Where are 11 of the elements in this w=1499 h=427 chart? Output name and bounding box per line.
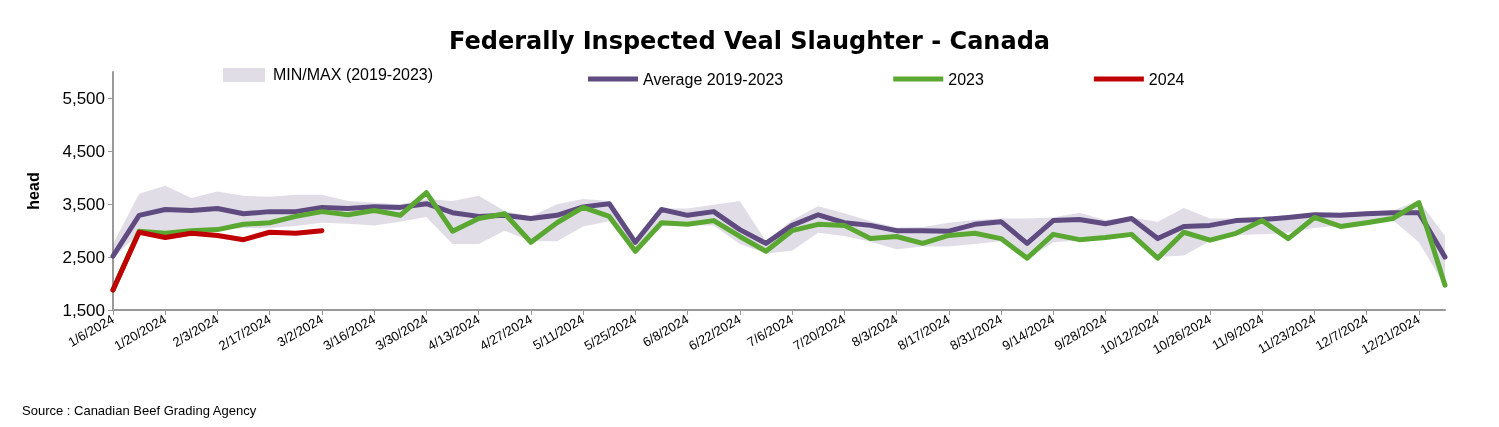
y-tick-label: 4,500 xyxy=(62,141,105,161)
y-tick-label: 3,500 xyxy=(62,194,105,214)
legend-label: 2024 xyxy=(1148,70,1185,88)
legend-label: 2023 xyxy=(948,70,984,88)
source-note: Source : Canadian Beef Grading Agency xyxy=(22,403,257,418)
annotation: MIN/MAX (2019-2023) xyxy=(273,66,434,84)
y-tick-label: 5,500 xyxy=(62,88,105,108)
legend-label: Average 2019-2023 xyxy=(643,70,784,88)
y-axis-title: head xyxy=(24,172,42,210)
y-tick-label: 2,500 xyxy=(62,247,105,267)
chart-title: Federally Inspected Veal Slaughter - Canada xyxy=(448,27,1051,55)
